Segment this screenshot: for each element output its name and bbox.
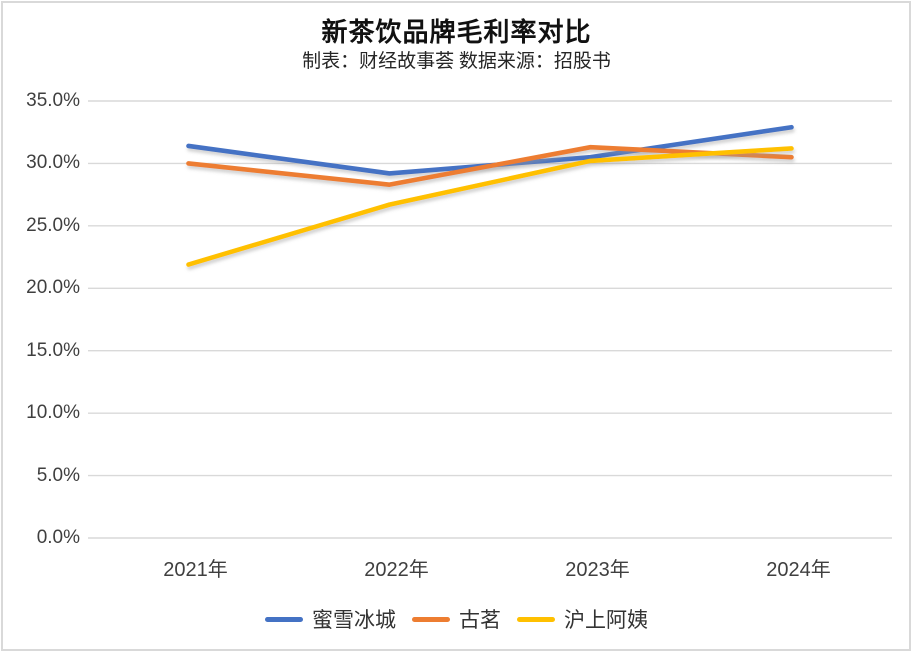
legend-item: 古茗 [412, 604, 501, 634]
y-tick-label: 5.0% [36, 464, 80, 486]
legend-item: 蜜雪冰城 [265, 604, 396, 634]
y-tick-label: 0.0% [36, 527, 80, 548]
legend-label: 蜜雪冰城 [312, 608, 396, 632]
legend-label: 沪上阿姨 [564, 608, 648, 632]
chart-subtitle: 制表：财经故事荟 数据来源：招股书 [302, 51, 611, 72]
y-tick-label: 30.0% [26, 152, 80, 174]
y-tick-label: 35.0% [26, 90, 80, 111]
legend-line-swatch [412, 616, 450, 622]
legend: 蜜雪冰城 古茗 沪上阿姨 [0, 604, 913, 634]
x-tick-label: 2024年 [766, 559, 831, 581]
y-tick-label: 25.0% [26, 214, 80, 236]
legend-line-swatch [517, 616, 555, 622]
x-tick-label: 2021年 [163, 559, 228, 581]
series-line-沪上阿姨 [186, 146, 794, 267]
y-tick-label: 15.0% [26, 339, 80, 361]
legend-item: 沪上阿姨 [517, 604, 648, 634]
y-tick-label: 20.0% [26, 277, 80, 299]
series-lines [186, 124, 794, 267]
legend-line-swatch [265, 616, 303, 622]
chart-title: 新茶饮品牌毛利率对比 [321, 18, 592, 47]
legend-label: 古茗 [459, 608, 501, 632]
y-tick-label: 10.0% [26, 402, 80, 424]
series-line-古茗 [186, 144, 794, 187]
x-tick-label: 2022年 [364, 559, 429, 581]
x-tick-label: 2023年 [565, 559, 630, 581]
